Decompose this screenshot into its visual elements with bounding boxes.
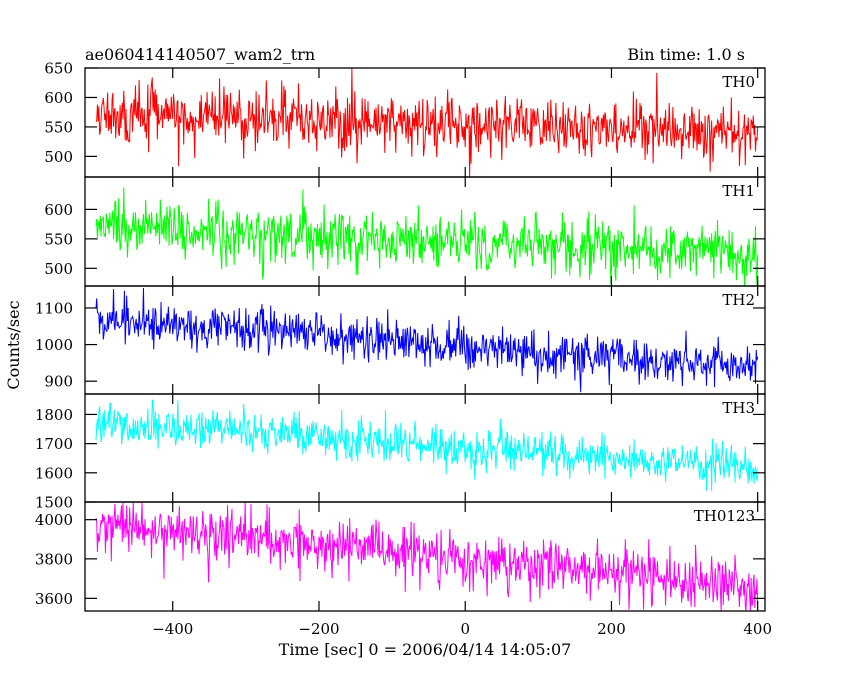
panel-label: TH0 (722, 73, 755, 91)
y-tick-label: 600 (44, 201, 73, 219)
bin-time-label: Bin time: 1.0 s (627, 45, 745, 64)
y-tick-label: 3800 (35, 550, 73, 568)
y-tick-label: 500 (44, 260, 73, 278)
y-tick-label: 550 (44, 230, 73, 248)
y-tick-label: 550 (44, 118, 73, 136)
y-tick-label: 650 (44, 60, 73, 78)
panel-th0123: 3600 3800 4000 TH0123 (35, 501, 766, 612)
panel-label: TH3 (722, 399, 755, 417)
y-tick-label: 600 (44, 89, 73, 107)
x-tick-label: −200 (298, 620, 339, 638)
y-tick-label: 900 (44, 373, 73, 391)
x-tick-label: 400 (743, 620, 772, 638)
panel-label: TH0123 (694, 507, 755, 525)
series-line-th3 (95, 399, 759, 492)
series-line-th2 (95, 288, 759, 393)
y-tick-label: 1700 (35, 435, 73, 453)
series-line-th0 (95, 67, 759, 178)
chart-title: ae060414140507_wam2_trn (85, 45, 315, 64)
y-tick-label: 1500 (35, 494, 73, 512)
x-tick-label: 200 (597, 620, 626, 638)
panel-label: TH1 (722, 182, 755, 200)
panel-th2: 900 1000 1100 TH2 (35, 285, 766, 395)
panel-th3: 1500 1600 1700 1800 TH3 (35, 393, 766, 512)
y-tick-label: 1800 (35, 406, 73, 424)
series-line-th0123 (95, 501, 759, 612)
panel-label: TH2 (722, 291, 755, 309)
panel-th0: 500 550 600 650 TH0 (44, 60, 766, 178)
panel-frame (84, 285, 766, 395)
y-tick-label: 1000 (35, 336, 73, 354)
panels-group: 500 550 600 650 TH0 500 550 600 TH1 900 1000 1100 TH… (35, 60, 772, 639)
x-tick-label: −400 (152, 620, 193, 638)
series-line-th1 (95, 187, 759, 287)
y-tick-label: 500 (44, 148, 73, 166)
y-tick-label: 1100 (35, 299, 73, 317)
y-tick-label: 3600 (35, 590, 73, 608)
y-tick-label: 1600 (35, 464, 73, 482)
y-tick-label: 4000 (35, 511, 73, 529)
y-axis-label: Counts/sec (4, 300, 23, 389)
panel-frame (84, 501, 766, 612)
x-axis-label: Time [sec] 0 = 2006/04/14 14:05:07 (279, 640, 572, 659)
x-tick-label: 0 (460, 620, 470, 638)
panel-th1: 500 550 600 TH1 (44, 176, 766, 287)
